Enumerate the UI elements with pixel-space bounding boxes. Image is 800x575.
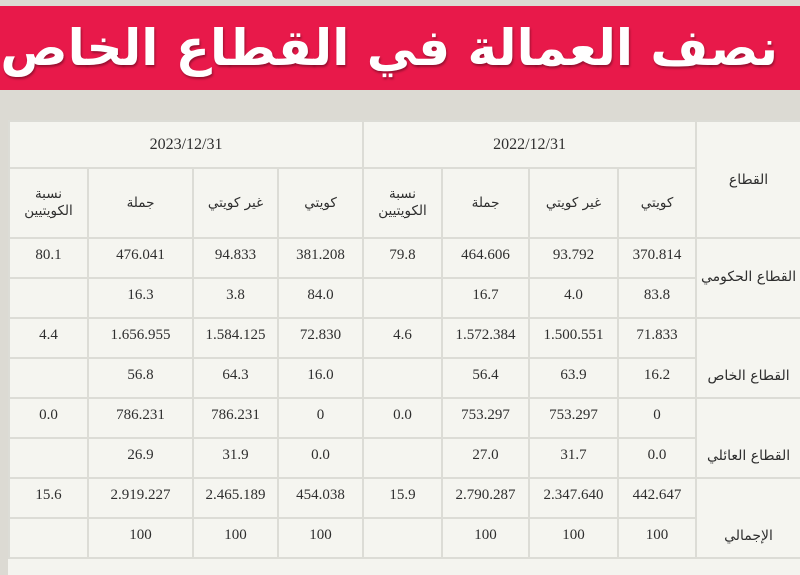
- cell-pct-kuwaiti: 16.0: [276, 357, 365, 399]
- col-header-ratio-2023: نسبة الكويتيين: [8, 167, 89, 239]
- cell-pct-non-kuwaiti: 63.9: [528, 357, 620, 399]
- cell-pct-total: 56.8: [87, 357, 194, 399]
- cell-ratio: 80.1: [8, 237, 89, 279]
- cell-ratio: 4.6: [362, 317, 444, 359]
- cell-kuwaiti: 454.038: [276, 477, 365, 519]
- cell-pct-total: 100: [441, 517, 531, 559]
- col-header-non-kuwaiti-2022: غير كويتي: [528, 167, 620, 239]
- cell-pct-non-kuwaiti: 100: [192, 517, 279, 559]
- sector-column-header: القطاع: [695, 120, 800, 239]
- col-header-non-kuwaiti-2023: غير كويتي: [192, 167, 279, 239]
- employment-table: 2023/12/31 2022/12/31 القطاع نسبة الكويت…: [7, 120, 800, 559]
- cell-total: 2.919.227: [87, 477, 194, 519]
- cell-pct-non-kuwaiti: 31.9: [192, 437, 279, 479]
- cell-pct-kuwaiti: 100: [617, 517, 698, 559]
- sector-label-government: القطاع الحكومي: [695, 237, 800, 319]
- table-row-domestic-count: 0.0 786.231 786.231 0 0.0 753.297 753.29…: [8, 397, 800, 479]
- cell-kuwaiti: 0: [276, 397, 365, 439]
- cell-non-kuwaiti: 2.465.189: [192, 477, 279, 519]
- cell-kuwaiti: 442.647: [617, 477, 698, 519]
- cell-total: 753.297: [441, 397, 531, 439]
- cell-kuwaiti: 381.208: [276, 237, 365, 279]
- cell-total: 464.606: [441, 237, 531, 279]
- employment-table-container: 2023/12/31 2022/12/31 القطاع نسبة الكويت…: [7, 120, 800, 575]
- cell-ratio: 0.0: [362, 397, 444, 439]
- cell-pct-kuwaiti: 0.0: [617, 437, 698, 479]
- cell-pct-total: 26.9: [87, 437, 194, 479]
- col-header-total-2022: جملة: [441, 167, 531, 239]
- cell-pct-kuwaiti: 16.2: [617, 357, 698, 399]
- cell-total: 476.041: [87, 237, 194, 279]
- sector-label-private: القطاع الخاص: [695, 317, 800, 399]
- cell-kuwaiti: 72.830: [276, 317, 365, 359]
- cell-pct-non-kuwaiti: 4.0: [528, 277, 620, 319]
- col-header-total-2023: جملة: [87, 167, 194, 239]
- cell-total: 786.231: [87, 397, 194, 439]
- cell-empty: [362, 357, 444, 399]
- cell-pct-total: 100: [87, 517, 194, 559]
- table-row-private-count: 4.4 1.656.955 1.584.125 72.830 4.6 1.572…: [8, 317, 800, 399]
- cell-non-kuwaiti: 1.584.125: [192, 317, 279, 359]
- cell-total: 1.656.955: [87, 317, 194, 359]
- col-header-ratio-2022: نسبة الكويتيين: [362, 167, 444, 239]
- table-row-domestic-percent: 26.9 31.9 0.0 27.0 31.7 0.0: [8, 437, 800, 479]
- cell-kuwaiti: 71.833: [617, 317, 698, 359]
- cell-pct-kuwaiti: 83.8: [617, 277, 698, 319]
- title-banner: نصف العمالة في القطاع الخاص: [0, 6, 800, 90]
- col-header-kuwaiti-2022: كويتي: [617, 167, 698, 239]
- cell-pct-non-kuwaiti: 64.3: [192, 357, 279, 399]
- sector-label-total: الإجمالي: [695, 477, 800, 559]
- table-row-total-percent: 100 100 100 100 100 100: [8, 517, 800, 559]
- header-row-columns: نسبة الكويتيين جملة غير كويتي كويتي نسبة…: [8, 167, 800, 239]
- table-row-government-count: 80.1 476.041 94.833 381.208 79.8 464.606…: [8, 237, 800, 319]
- cell-total: 1.572.384: [441, 317, 531, 359]
- cell-non-kuwaiti: 753.297: [528, 397, 620, 439]
- table-row-private-percent: 56.8 64.3 16.0 56.4 63.9 16.2: [8, 357, 800, 399]
- cell-pct-non-kuwaiti: 3.8: [192, 277, 279, 319]
- cell-non-kuwaiti: 786.231: [192, 397, 279, 439]
- cell-pct-total: 56.4: [441, 357, 531, 399]
- cell-empty: [8, 517, 89, 559]
- cell-ratio: 15.9: [362, 477, 444, 519]
- period-header-2022: 2022/12/31: [362, 120, 698, 169]
- page-title: نصف العمالة في القطاع الخاص: [0, 19, 779, 77]
- cell-pct-non-kuwaiti: 31.7: [528, 437, 620, 479]
- cell-pct-kuwaiti: 84.0: [276, 277, 365, 319]
- cell-kuwaiti: 370.814: [617, 237, 698, 279]
- cell-ratio: 4.4: [8, 317, 89, 359]
- table-row-government-percent: 16.3 3.8 84.0 16.7 4.0 83.8: [8, 277, 800, 319]
- cell-pct-total: 16.3: [87, 277, 194, 319]
- cell-non-kuwaiti: 93.792: [528, 237, 620, 279]
- col-header-kuwaiti-2023: كويتي: [276, 167, 365, 239]
- cell-pct-total: 16.7: [441, 277, 531, 319]
- period-header-2023: 2023/12/31: [7, 120, 365, 169]
- cell-pct-total: 27.0: [441, 437, 531, 479]
- table-row-total-count: 15.6 2.919.227 2.465.189 454.038 15.9 2.…: [8, 477, 800, 559]
- cell-empty: [8, 277, 89, 319]
- cell-pct-kuwaiti: 0.0: [276, 437, 365, 479]
- cell-non-kuwaiti: 1.500.551: [528, 317, 620, 359]
- cell-pct-kuwaiti: 100: [276, 517, 365, 559]
- cell-kuwaiti: 0: [617, 397, 698, 439]
- cell-empty: [362, 437, 444, 479]
- header-row-dates: 2023/12/31 2022/12/31 القطاع: [7, 120, 800, 239]
- sector-label-domestic: القطاع العائلي: [695, 397, 800, 479]
- cell-ratio: 0.0: [8, 397, 89, 439]
- cell-non-kuwaiti: 94.833: [192, 237, 279, 279]
- cell-pct-non-kuwaiti: 100: [528, 517, 620, 559]
- cell-empty: [362, 277, 444, 319]
- cell-non-kuwaiti: 2.347.640: [528, 477, 620, 519]
- cell-empty: [8, 357, 89, 399]
- cell-ratio: 15.6: [8, 477, 89, 519]
- cell-empty: [362, 517, 444, 559]
- cell-empty: [8, 437, 89, 479]
- cell-total: 2.790.287: [441, 477, 531, 519]
- cell-ratio: 79.8: [362, 237, 444, 279]
